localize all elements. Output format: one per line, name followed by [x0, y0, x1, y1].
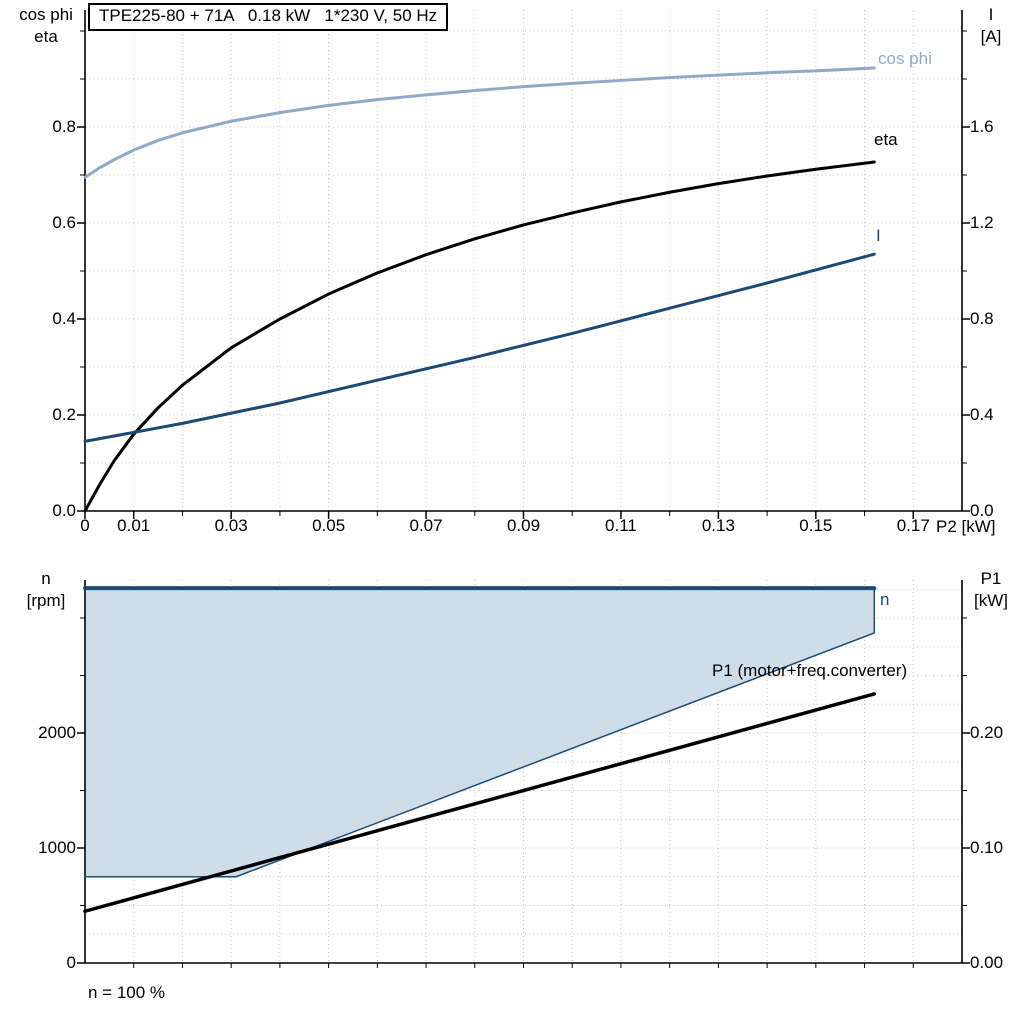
tick-label: 1.2	[970, 213, 994, 232]
tick-label: 0.00	[970, 953, 1004, 972]
bottom-right-axis-title: P1 [kW]	[962, 568, 1020, 612]
axis-title-eta: eta	[34, 27, 58, 46]
tick-label: 0.10	[970, 838, 1004, 857]
curve-label-p1: P1 (motor+freq.converter)	[712, 661, 908, 680]
tick-label: 0.03	[214, 516, 248, 535]
curve-label-cos-phi: cos phi	[878, 49, 932, 68]
axis-title-p1-unit: [kW]	[974, 591, 1008, 610]
tick-label: 1000	[38, 838, 76, 857]
tick-label: 0.8	[970, 309, 994, 328]
curve-label-n: n	[880, 590, 890, 609]
curve-label-current: I	[876, 226, 881, 245]
tick-label: 0.11	[605, 516, 637, 535]
axis-title-n-unit: [rpm]	[26, 591, 66, 610]
tick-label: 0.07	[409, 516, 443, 535]
tick-label: 0	[66, 953, 76, 972]
tick-label: 0.8	[52, 117, 76, 136]
tick-label: 0.0	[52, 501, 76, 520]
tick-label: 0.4	[52, 309, 76, 328]
chart-title: TPE225-80 + 71A 0.18 kW 1*230 V, 50 Hz	[88, 3, 449, 31]
tick-label: 0.6	[52, 213, 76, 232]
bottom-left-axis-title: n [rpm]	[8, 568, 84, 612]
tick-label: 2000	[38, 723, 76, 742]
tick-label: 0.09	[506, 516, 541, 535]
tick-label: 0.15	[799, 516, 833, 535]
axis-title-current: I	[988, 5, 994, 24]
top-right-axis-title: I [A]	[962, 4, 1020, 48]
x-axis-label-p2: P2 [kW]	[936, 517, 996, 536]
axis-title-n: n	[41, 569, 51, 588]
tick-label: 0.0	[970, 501, 994, 520]
tick-label: 0.17	[896, 516, 930, 535]
axis-title-p1: P1	[980, 569, 1002, 588]
axis-title-cosphi: cos phi	[19, 5, 73, 24]
tick-label: 0.01	[117, 516, 151, 535]
tick-label: 0.4	[970, 405, 994, 424]
speed-caption: n = 100 %	[88, 983, 166, 1002]
axis-title-current-unit: [A]	[980, 27, 1002, 46]
tick-label: 0.05	[312, 516, 346, 535]
curve-label-eta: eta	[874, 130, 898, 149]
tick-label: 1.6	[970, 117, 994, 136]
tick-label: 0	[80, 516, 90, 535]
tick-label: 0.2	[52, 405, 76, 424]
tick-label: 0.20	[970, 723, 1004, 742]
tick-label: 0.13	[701, 516, 735, 535]
top-left-axis-title: cos phi eta	[8, 4, 84, 48]
